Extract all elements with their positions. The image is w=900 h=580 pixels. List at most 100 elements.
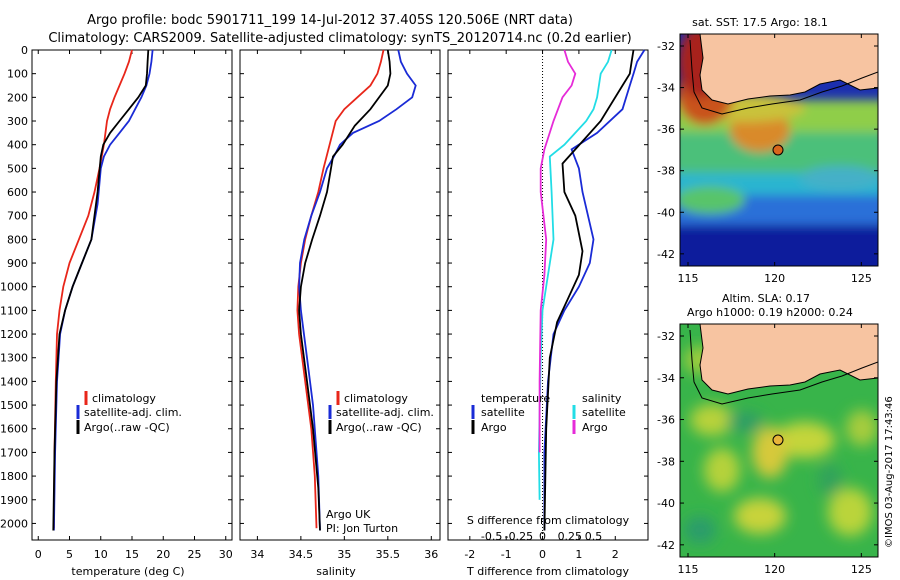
x-tick-label: 1: [575, 548, 582, 561]
s-diff-tick-label: 0.5: [585, 530, 603, 543]
legend-argo-label: Argo(..raw -QC): [336, 421, 422, 434]
depth-tick-label: 100: [7, 68, 28, 81]
map-lat-label: -34: [657, 372, 675, 385]
depth-tick-label: 700: [7, 210, 28, 223]
x-tick-label: 20: [156, 548, 170, 561]
x-tick-label: 15: [125, 548, 139, 561]
map-lon-label: 120: [764, 272, 785, 285]
x-tick-label: 35.5: [376, 548, 401, 561]
difference-series: [537, 49, 646, 531]
x-tick-label: -2: [464, 548, 475, 561]
map-lat-label: -36: [657, 123, 675, 136]
sst-coastline: [699, 34, 878, 105]
legend-temp-satellite-label: satellite: [481, 406, 525, 419]
legend-sal-argo-label: Argo: [582, 421, 608, 434]
series-line-salinity-satellite: [537, 49, 613, 500]
x-tick-label: 34.5: [289, 548, 314, 561]
map-lat-label: -36: [657, 414, 675, 427]
salinity-series: [296, 49, 417, 531]
salinity-legend: climatology satellite-adj. clim. Argo(..…: [328, 391, 434, 434]
map-lat-label: -42: [657, 539, 675, 552]
temperature-legend: climatology satellite-adj. clim. Argo(..…: [76, 391, 182, 434]
argo-program-label: Argo UK: [326, 508, 371, 521]
series-line-satellite-adj-clim-: [298, 49, 417, 531]
map-lat-label: -38: [657, 455, 675, 468]
sst-map-title: sat. SST: 17.5 Argo: 18.1: [692, 16, 828, 29]
depth-tick-label: 1700: [0, 446, 28, 459]
s-difference-label: S difference from climatology: [467, 514, 630, 527]
depth-tick-label: 1200: [0, 328, 28, 341]
depth-tick-label: 200: [7, 91, 28, 104]
depth-tick-label: 800: [7, 233, 28, 246]
map-lon-label: 125: [851, 272, 872, 285]
map-lon-label: 115: [678, 272, 699, 285]
legend-satellite-label: satellite-adj. clim.: [336, 406, 434, 419]
x-tick-label: 0: [539, 548, 546, 561]
x-tick-label: 35: [337, 548, 351, 561]
sla-map: [680, 324, 878, 557]
s-diff-tick-label: -0.5: [481, 530, 502, 543]
sla-map-frame: [679, 323, 879, 558]
x-tick-label: 2: [612, 548, 619, 561]
x-tick-label: 36: [424, 548, 438, 561]
x-tick-label: 30: [219, 548, 233, 561]
map-lat-label: -42: [657, 248, 675, 261]
depth-tick-label: 1100: [0, 304, 28, 317]
legend-temperature-title: temperature: [481, 392, 550, 405]
map-lat-label: -34: [657, 82, 675, 95]
depth-tick-label: 900: [7, 257, 28, 270]
sla-coastline: [699, 324, 878, 395]
sst-1000m-contour: [689, 39, 878, 115]
s-diff-tick-label: 0.25: [558, 530, 583, 543]
x-tick-label: 0: [35, 548, 42, 561]
sla-1000m-contour: [689, 329, 878, 405]
argo-pi-label: PI: Jon Turton: [326, 522, 398, 535]
depth-tick-label: 1900: [0, 494, 28, 507]
legend-climatology-label: climatology: [92, 392, 156, 405]
t-difference-x-axis: -2 -1 0 1 2: [464, 50, 619, 561]
legend-satellite-label: satellite-adj. clim.: [84, 406, 182, 419]
map-lon-label: 120: [764, 563, 785, 576]
depth-tick-label: 1300: [0, 352, 28, 365]
depth-tick-label: 600: [7, 186, 28, 199]
difference-legend: temperature salinity satellite Argo sate…: [471, 392, 626, 434]
legend-sal-satellite-label: satellite: [582, 406, 626, 419]
depth-tick-label: 400: [7, 139, 28, 152]
depth-tick-label: 1600: [0, 423, 28, 436]
s-diff-tick-label: -0.25: [505, 530, 533, 543]
sla-map-title-2: Argo h1000: 0.19 h2000: 0.24: [687, 306, 853, 319]
temperature-x-label: temperature (deg C): [71, 565, 184, 578]
map-lat-label: -32: [657, 40, 675, 53]
sla-field-patches: [684, 346, 878, 544]
series-line-temperature-argo: [543, 49, 635, 531]
map-lon-label: 125: [851, 563, 872, 576]
x-tick-label: 34: [250, 548, 264, 561]
x-tick-label: -1: [501, 548, 512, 561]
header-line-2: Climatology: CARS2009. Satellite-adjuste…: [48, 31, 631, 46]
depth-axis: 0 100 200 300 400 500 600 700 800 900 1000 1100 1200…: [0, 44, 648, 530]
temperature-x-axis: 0 5 10 15 20 25 30: [35, 50, 233, 561]
map-lat-label: -40: [657, 206, 675, 219]
map-lat-label: -32: [657, 330, 675, 343]
sla-map-title-1: Altim. SLA: 0.17: [722, 292, 810, 305]
salinity-x-label: salinity: [316, 565, 356, 578]
series-line-salinity-argo: [538, 49, 577, 453]
map-lat-label: -38: [657, 165, 675, 178]
sst-map-frame: [679, 33, 879, 267]
s-diff-tick-label: 0: [539, 530, 546, 543]
series-line-argo-raw-qc-: [52, 49, 150, 531]
depth-tick-label: 1400: [0, 375, 28, 388]
difference-plot-frame: [447, 49, 649, 541]
series-line-climatology: [296, 49, 385, 529]
series-line-argo-raw-qc-: [298, 49, 392, 531]
s-difference-x-axis: -0.5 -0.25 0 0.25 0.5: [481, 530, 602, 543]
map-lon-label: 115: [678, 563, 699, 576]
depth-tick-label: 300: [7, 115, 28, 128]
header-line-1: Argo profile: bodc 5901711_199 14-Jul-20…: [87, 13, 573, 28]
sst-argo-location-marker: [772, 144, 784, 156]
sst-map: [680, 34, 878, 266]
legend-argo-label: Argo(..raw -QC): [84, 421, 170, 434]
